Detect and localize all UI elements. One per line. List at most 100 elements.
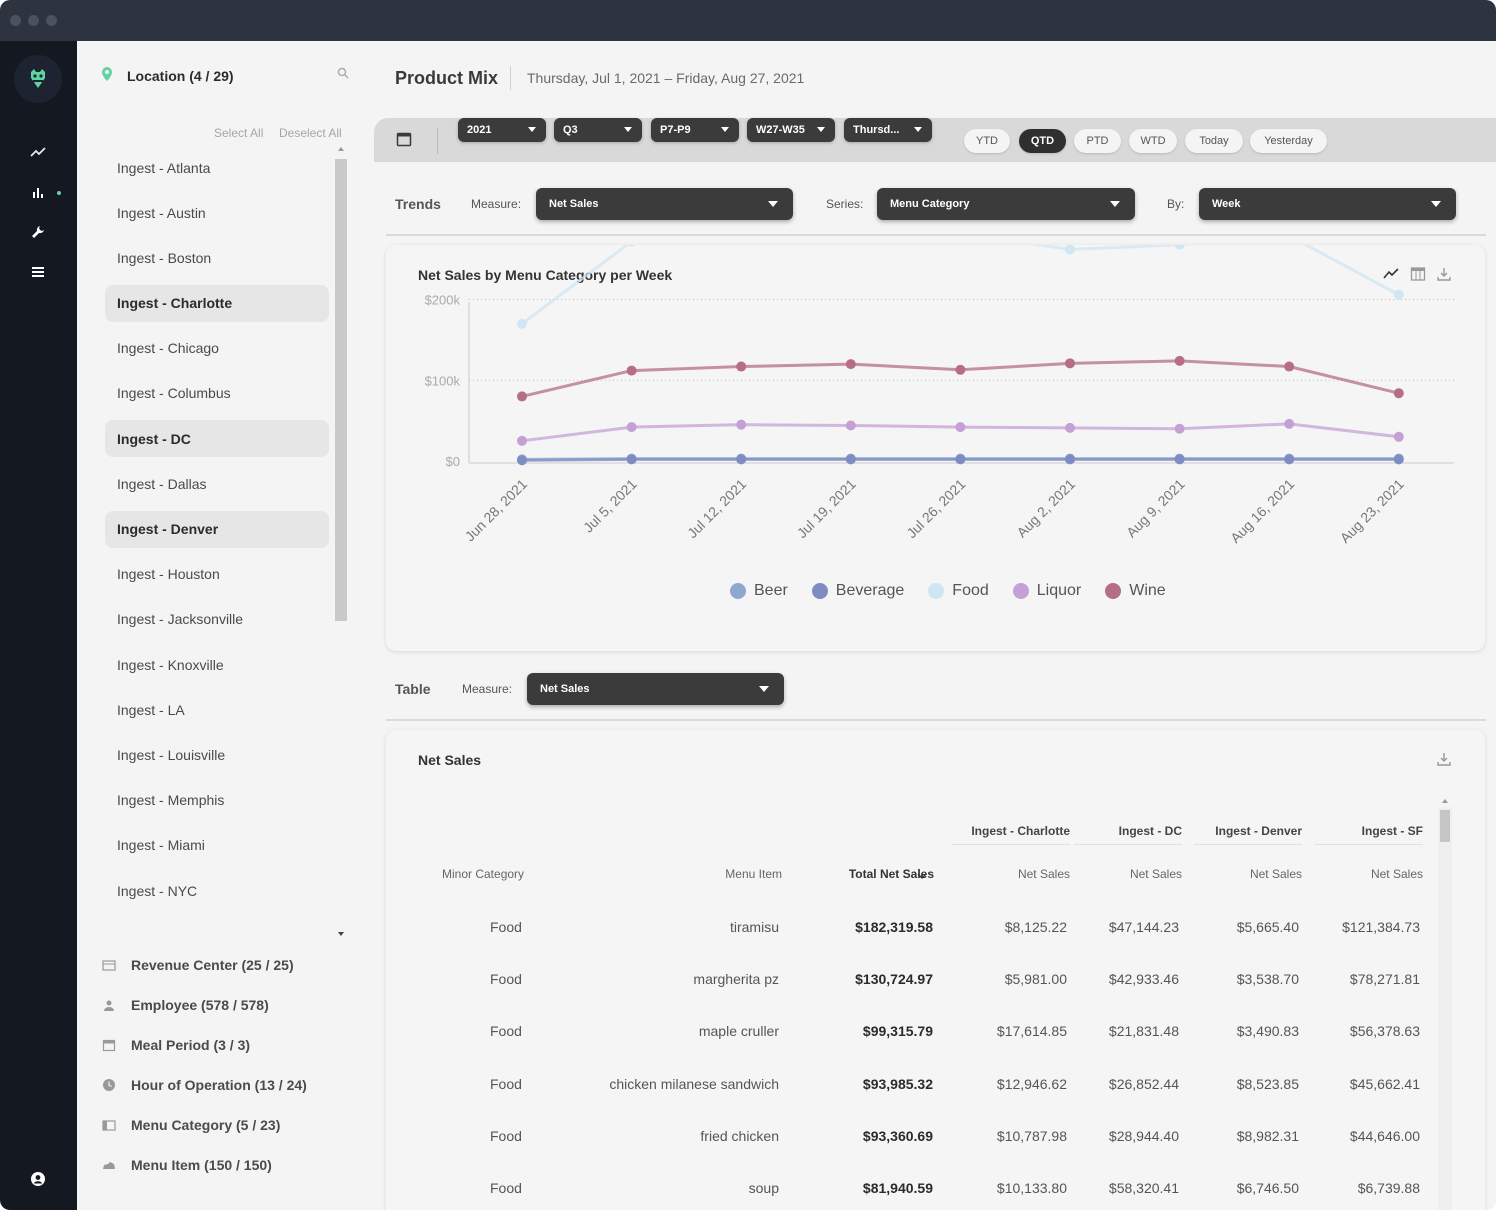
location-header[interactable]: Location (4 / 29) [101,67,234,84]
table-download-icon[interactable] [1436,751,1452,772]
year-select[interactable]: 2021 [458,118,546,142]
table-cell: chicken milanese sandwich [609,1075,779,1092]
day-select[interactable]: Thursd... [844,118,932,142]
table-divider [386,719,1486,721]
user-icon[interactable] [27,1168,49,1190]
select-all-link[interactable]: Select All [214,126,264,140]
sort-column-header[interactable]: Total Net Sales [848,867,934,881]
table-cell: $3,490.83 [1236,1023,1299,1040]
download-icon[interactable] [1436,266,1452,287]
week-select[interactable]: W27-W35 [747,118,835,142]
location-item[interactable]: Ingest - Dallas [117,475,207,492]
trends-label: Trends [395,196,441,212]
table-scrollbar-thumb[interactable] [1440,810,1450,842]
x-tick-label: Jul 19, 2021 [794,476,859,541]
location-item[interactable]: Ingest - Chicago [117,340,219,357]
nav-rail [0,41,77,1210]
period-select[interactable]: P7-P9 [651,118,739,142]
legend-item-wine[interactable]: Wine [1105,582,1166,600]
location-item[interactable]: Ingest - Charlotte [105,284,329,322]
chart-title: Net Sales by Menu Category per Week [418,267,673,283]
location-item[interactable]: Ingest - Memphis [117,792,225,809]
location-item[interactable]: Ingest - Atlanta [117,159,211,176]
chevron-down-icon [914,127,922,132]
filter-meal-period[interactable]: Meal Period (3 / 3) [101,1033,250,1057]
series-select[interactable]: Menu Category [877,188,1135,220]
legend-item-liquor[interactable]: Liquor [1012,582,1081,600]
legend-item-beer[interactable]: Beer [730,582,788,600]
by-label: By: [1167,197,1185,211]
location-scrollbar-thumb[interactable] [335,159,347,621]
main-content: Product Mix Thursday, Jul 1, 2021 – Frid… [374,41,1496,1210]
window-minimize-button[interactable] [28,15,39,26]
location-list: Ingest - Atlanta Ingest - Austin Ingest - … [105,149,329,939]
logo-icon[interactable] [14,55,62,103]
location-item[interactable]: Ingest - Denver [105,510,329,548]
table-cell: Food [490,1180,522,1196]
preset-yesterday[interactable]: Yesterday [1250,129,1327,153]
x-tick-label: Aug 16, 2021 [1227,476,1297,546]
quarter-select[interactable]: Q3 [554,118,642,142]
data-point-wine [1393,388,1404,399]
filter-clock[interactable]: Hour of Operation (13 / 24) [101,1073,307,1097]
trend-icon[interactable] [27,141,49,163]
trends-measure-select[interactable]: Net Sales [536,188,793,220]
deselect-all-link[interactable]: Deselect All [279,126,342,140]
bar-chart-icon[interactable] [27,181,49,203]
filter-employee[interactable]: Employee (578 / 578) [101,993,269,1017]
menu-icon[interactable] [27,261,49,283]
location-item[interactable]: Ingest - Houston [117,566,220,583]
preset-wtd[interactable]: WTD [1129,129,1177,153]
table-measure-label: Measure: [462,682,513,696]
filter-menu-category[interactable]: Menu Category (5 / 23) [101,1113,280,1137]
location-item[interactable]: Ingest - Louisville [117,746,226,763]
table-measure-select[interactable]: Net Sales [527,673,784,705]
data-point-wine [1284,361,1295,372]
legend-swatch [928,583,945,599]
date-toolbar: 2021 Q3 P7-P9 W27-W35 Thursd... YTD QTD … [374,118,1496,162]
year-select-value: 2021 [467,124,492,136]
location-item[interactable]: Ingest - NYC [117,882,198,899]
table-cell: $93,360.69 [862,1127,933,1144]
location-item[interactable]: Ingest - Columbus [117,385,231,402]
preset-qtd[interactable]: QTD [1019,129,1066,153]
window-close-button[interactable] [10,15,21,26]
calendar-icon[interactable] [396,131,414,149]
legend-item-food[interactable]: Food [928,582,989,600]
data-point-beverage [626,454,637,465]
active-indicator [57,191,61,195]
table-scrollbar[interactable] [1438,807,1452,1210]
location-item[interactable]: Ingest - Austin [117,204,206,221]
window-maximize-button[interactable] [46,15,57,26]
table-cell: $47,144.23 [1108,919,1179,935]
scroll-down-icon[interactable] [338,932,344,936]
line-chart-icon[interactable] [1383,266,1399,287]
wrench-icon[interactable] [27,221,49,243]
location-item[interactable]: Ingest - Miami [117,837,205,854]
filter-revenue-center[interactable]: Revenue Center (25 / 25) [101,953,294,977]
preset-ytd[interactable]: YTD [964,129,1010,153]
preset-ptd[interactable]: PTD [1074,129,1121,153]
location-item[interactable]: Ingest - LA [117,701,185,718]
sort-chevron-icon[interactable] [917,868,927,886]
table-cell: $26,852.44 [1108,1075,1179,1092]
by-select[interactable]: Week [1199,188,1456,220]
y-tick-label: $0 [446,454,460,469]
legend-item-beverage[interactable]: Beverage [811,582,904,600]
filter-menu-item[interactable]: Menu Item (150 / 150) [101,1153,272,1177]
date-range: Thursday, Jul 1, 2021 – Friday, Aug 27, … [527,70,805,86]
x-tick-label: Jun 28, 2021 [462,476,531,545]
location-item[interactable]: Ingest - Knoxville [117,656,224,673]
table-icon[interactable] [1410,266,1426,287]
scroll-up-icon[interactable] [338,147,344,151]
legend-swatch [1012,583,1029,599]
preset-today[interactable]: Today [1185,129,1243,153]
table-cell: $21,831.48 [1108,1023,1179,1040]
location-item[interactable]: Ingest - DC [105,420,329,458]
location-item[interactable]: Ingest - Jacksonville [117,611,244,628]
table-scroll-up-icon[interactable] [1442,799,1448,803]
legend-swatch [811,583,828,599]
location-item[interactable]: Ingest - Boston [117,249,212,266]
search-icon[interactable] [337,66,349,84]
filter-label: Meal Period (3 / 3) [131,1037,251,1053]
